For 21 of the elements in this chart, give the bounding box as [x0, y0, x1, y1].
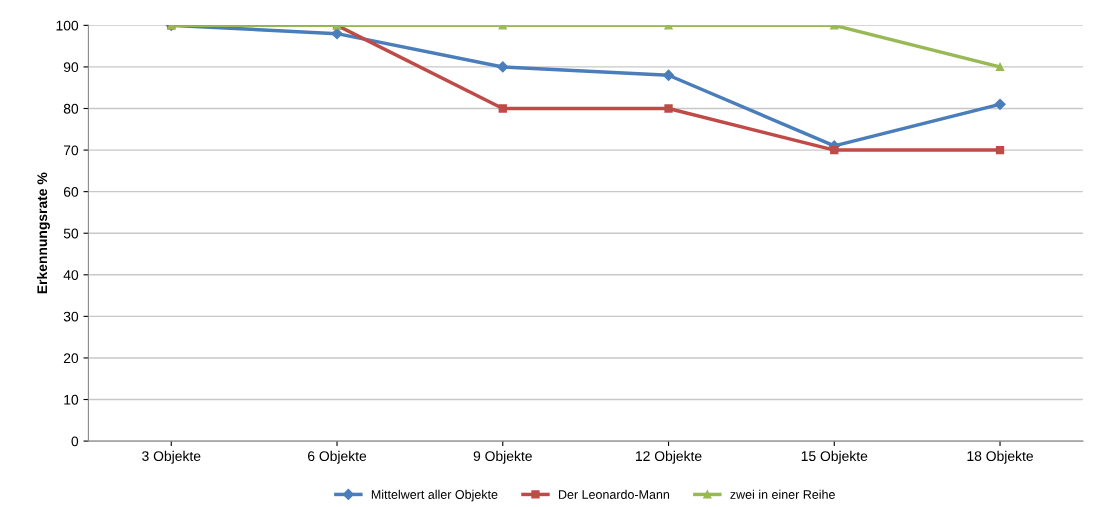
- y-tick-label: 40: [63, 270, 79, 280]
- y-tick-label: 60: [63, 186, 79, 197]
- x-tick-label: 15 Objekte: [801, 450, 868, 464]
- legend-label: Der Leonardo-Mann: [559, 489, 670, 499]
- x-tick-label: 3 Objekte: [142, 450, 201, 464]
- x-tick-label: 6 Objekte: [308, 450, 367, 464]
- y-tick-label: 90: [63, 62, 79, 73]
- y-tick-label: 80: [63, 103, 79, 114]
- y-tick-label: 10: [64, 394, 79, 405]
- x-tick-label: 12 Objekte: [636, 450, 702, 464]
- legend-label: zwei in einer Reihe: [730, 489, 835, 499]
- x-tick-label: 9 Objekte: [473, 450, 532, 464]
- y-tick-label: 0: [71, 436, 79, 447]
- y-tick-label: 100: [56, 20, 79, 31]
- y-tick-label: 70: [63, 145, 79, 156]
- legend-label: Mittelwert aller Objekte: [371, 489, 498, 502]
- y-axis-title: Erkennungsrate %: [36, 172, 50, 294]
- x-tick-label: 18 Objekte: [967, 450, 1033, 464]
- y-tick-label: 50: [63, 228, 79, 239]
- y-tick-label: 30: [63, 311, 79, 322]
- y-tick-label: 20: [63, 353, 79, 364]
